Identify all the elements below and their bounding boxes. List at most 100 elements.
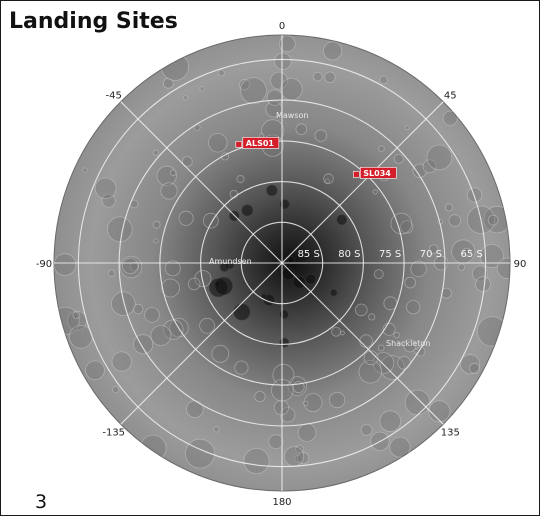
crater-mark	[323, 41, 343, 61]
crater-mark	[440, 287, 452, 299]
crater-mark	[330, 289, 338, 297]
crater-mark	[254, 390, 266, 403]
crater-mark	[129, 261, 140, 272]
crater-mark	[413, 348, 419, 354]
crater-mark	[328, 391, 346, 409]
crater-mark	[462, 247, 471, 257]
landing-site-label-box	[359, 167, 397, 179]
crater-mark	[236, 175, 245, 184]
crater-mark	[122, 257, 139, 275]
longitude-label: 45	[444, 91, 457, 102]
crater-mark	[152, 220, 161, 229]
crater-mark	[471, 265, 488, 282]
crater-mark	[460, 354, 481, 375]
crater-mark	[428, 400, 451, 423]
crater-mark	[363, 350, 379, 366]
crater-mark	[160, 182, 178, 200]
crater-mark	[448, 214, 462, 227]
crater-mark	[208, 133, 228, 153]
crater-mark	[217, 69, 225, 77]
crater-mark	[266, 184, 278, 197]
crater-mark	[152, 149, 159, 156]
crater-mark	[133, 334, 154, 355]
landing-site[interactable]: ALS01	[235, 137, 280, 149]
longitude-spoke	[120, 101, 283, 264]
crater-mark	[377, 344, 385, 352]
crater-mark	[303, 393, 323, 413]
crater-mark	[150, 325, 172, 346]
longitude-label: -45	[106, 91, 122, 102]
crater-mark	[292, 275, 306, 289]
crater-name: Mawson	[276, 111, 308, 120]
latitude-label: 85 S	[298, 249, 320, 260]
crater-mark	[279, 309, 289, 320]
latitude-label: 75 S	[379, 249, 401, 260]
crater-mark	[112, 386, 120, 394]
crater-mark	[186, 400, 204, 418]
crater-mark	[404, 276, 417, 289]
crater-mark	[354, 303, 368, 317]
crater-mark	[390, 212, 413, 235]
crater-name: Amundsen	[209, 257, 252, 266]
crater-mark	[211, 344, 230, 363]
crater-mark	[415, 346, 426, 357]
crater-mark	[403, 339, 417, 353]
crater-mark	[278, 35, 296, 53]
crater-name-labels: Mawson Shackleton Amundsen	[209, 111, 430, 348]
crater-mark	[156, 165, 177, 186]
crater-mark	[336, 214, 348, 226]
crater-mark	[442, 110, 458, 126]
longitude-label: 90	[514, 259, 527, 270]
landing-site-marker-icon	[352, 171, 360, 178]
longitude-label: 0	[279, 21, 285, 32]
crater-mark	[238, 79, 250, 91]
graticule	[54, 35, 510, 491]
crater-mark	[393, 331, 400, 339]
figure-title: Landing Sites	[9, 9, 178, 34]
crater-mark	[164, 260, 181, 277]
crater-mark	[169, 169, 177, 177]
crater-mark	[312, 71, 323, 82]
crater-mark	[359, 334, 373, 348]
longitude-spoke	[120, 262, 283, 425]
crater-mark	[187, 277, 201, 291]
crater-mark	[181, 156, 193, 167]
crater-mark	[85, 360, 105, 381]
crater-mark	[483, 205, 510, 234]
crater-mark	[428, 244, 439, 255]
crater-mark	[297, 423, 317, 442]
crater-mark	[331, 326, 342, 337]
crater-mark	[404, 125, 410, 131]
landing-site-label: SL034	[363, 169, 391, 178]
crater-mark	[270, 71, 288, 90]
crater-mark	[389, 436, 411, 458]
crater-mark	[393, 153, 404, 164]
crater-mark	[107, 269, 116, 277]
longitude-label: -135	[102, 427, 125, 438]
crater-mark	[466, 187, 483, 203]
crater-mark	[410, 260, 427, 278]
page-number: 3	[35, 491, 48, 513]
crater-mark	[379, 75, 389, 85]
crater-mark	[274, 52, 292, 71]
crater-mark	[234, 360, 249, 375]
crater-mark	[199, 317, 216, 334]
crater-mark	[214, 276, 233, 296]
crater-mark	[303, 400, 309, 407]
crater-mark	[279, 337, 290, 348]
crater-name: Shackleton	[386, 339, 430, 348]
crater-mark	[383, 296, 398, 311]
crater-mark	[372, 189, 378, 195]
crater-mark	[475, 276, 491, 293]
crater-mark	[487, 214, 499, 226]
crater-mark	[379, 410, 402, 433]
crater-mark	[213, 426, 220, 433]
landing-site[interactable]: SL034	[352, 167, 397, 179]
crater-mark	[468, 362, 480, 374]
crater-mark	[72, 311, 81, 320]
crater-mark	[111, 291, 136, 316]
crater-mark	[101, 193, 116, 208]
crater-mark	[287, 376, 308, 396]
